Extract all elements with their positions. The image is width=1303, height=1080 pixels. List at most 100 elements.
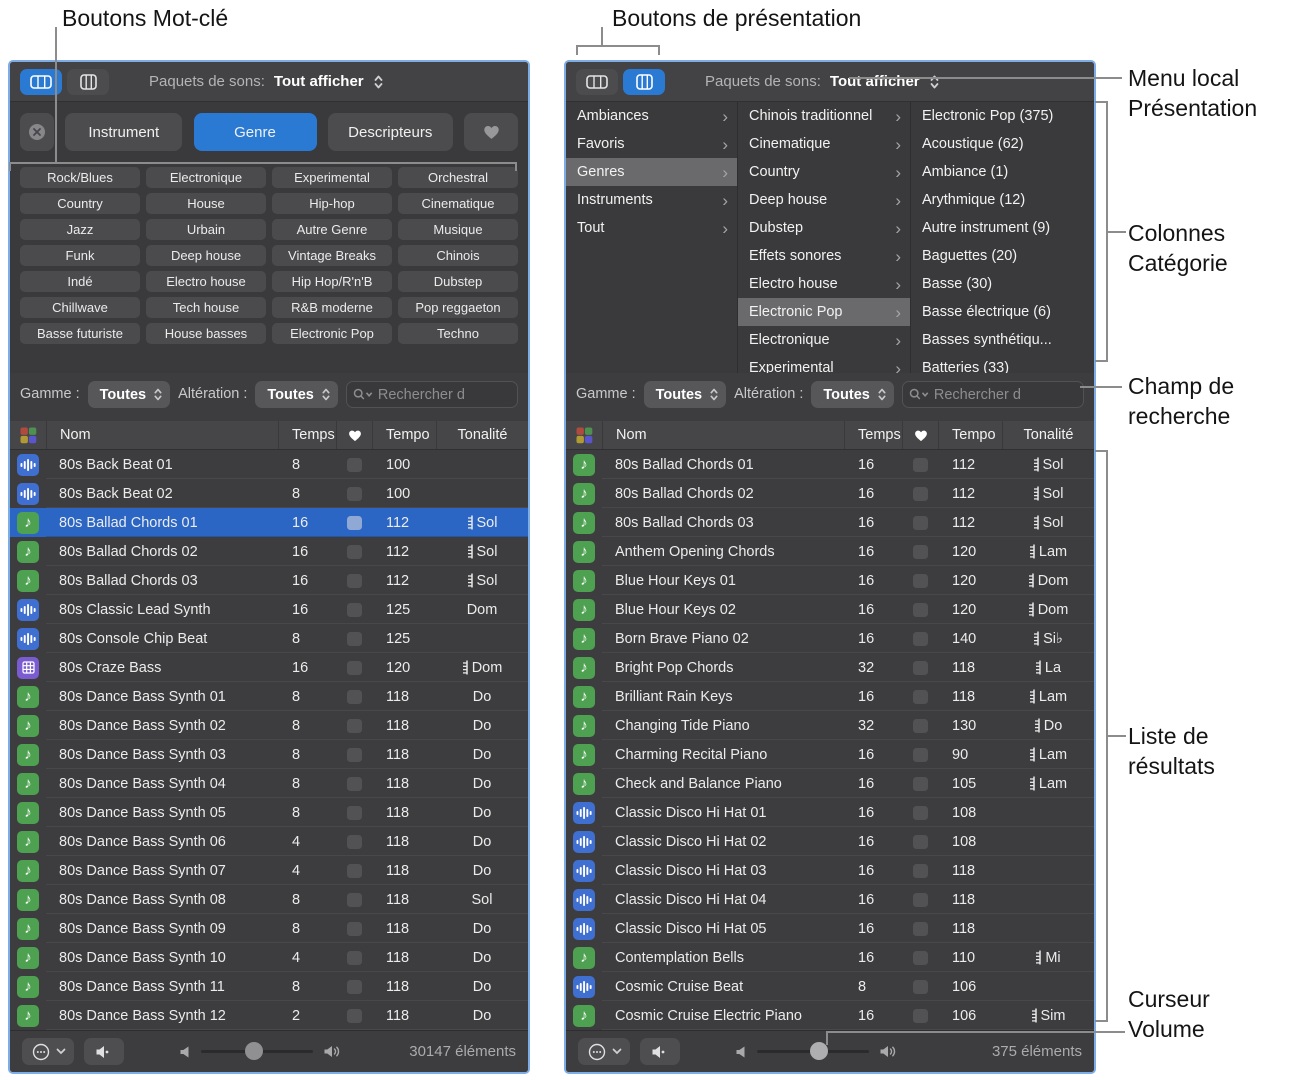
- category-column-item[interactable]: Electro house ›: [738, 270, 910, 298]
- column-header-key[interactable]: Tonalité: [436, 421, 528, 449]
- alteration-popup[interactable]: Toutes: [255, 381, 338, 408]
- category-column-item[interactable]: Electronique ›: [738, 326, 910, 354]
- favorite-checkbox[interactable]: [912, 979, 928, 994]
- sound-packs-popup[interactable]: Paquets de sons: Tout afficher: [705, 73, 940, 90]
- column-header-beats[interactable]: Temps: [844, 421, 902, 449]
- table-row[interactable]: ♪ 80s Ballad Chords 03 16 112 Sol: [566, 508, 1094, 537]
- column-header-tempo[interactable]: Tempo: [372, 421, 436, 449]
- favorite-checkbox[interactable]: [912, 689, 928, 704]
- keyword-button[interactable]: Hip Hop/R'n'B: [272, 271, 392, 292]
- table-row[interactable]: ♪ Changing Tide Piano 32 130 Do: [566, 711, 1094, 740]
- table-row[interactable]: 80s Console Chip Beat 8 125: [10, 624, 528, 653]
- category-column-item[interactable]: Dubstep ›: [738, 214, 910, 242]
- preview-speaker-button[interactable]: [640, 1038, 680, 1065]
- column-view-button[interactable]: [67, 68, 109, 95]
- table-row[interactable]: ♪ 80s Dance Bass Synth 11 8 118 Do: [10, 972, 528, 1001]
- category-column-item[interactable]: Basse (30): [911, 270, 1094, 298]
- volume-slider[interactable]: [201, 1042, 313, 1060]
- favorite-checkbox[interactable]: [912, 950, 928, 965]
- search-input[interactable]: Rechercher d: [901, 381, 1084, 408]
- action-menu-button[interactable]: [578, 1038, 630, 1065]
- scale-popup[interactable]: Toutes: [643, 381, 727, 408]
- table-row[interactable]: ♪ 80s Dance Bass Synth 09 8 118 Do: [10, 914, 528, 943]
- column-header-icon[interactable]: [566, 421, 602, 449]
- category-column-item[interactable]: Chinois traditionnel ›: [738, 102, 910, 130]
- favorite-checkbox[interactable]: [346, 863, 362, 878]
- keyword-button[interactable]: Techno: [398, 323, 518, 344]
- column-header-name[interactable]: Nom: [46, 421, 278, 449]
- keyword-button[interactable]: Musique: [398, 219, 518, 240]
- table-row[interactable]: ♪ 80s Dance Bass Synth 04 8 118 Do: [10, 769, 528, 798]
- column-view-button[interactable]: [623, 68, 665, 95]
- category-column-item[interactable]: Basse électrique (6): [911, 298, 1094, 326]
- favorite-checkbox[interactable]: [346, 834, 362, 849]
- table-row[interactable]: ♪ 80s Dance Bass Synth 03 8 118 Do: [10, 740, 528, 769]
- table-row[interactable]: 80s Classic Lead Synth 16 125 Dom: [10, 595, 528, 624]
- keyword-button[interactable]: Electronique: [146, 167, 266, 188]
- favorite-checkbox[interactable]: [346, 979, 362, 994]
- favorite-checkbox[interactable]: [912, 573, 928, 588]
- table-row[interactable]: ♪ Blue Hour Keys 01 16 120 Dom: [566, 566, 1094, 595]
- button-view-button[interactable]: [576, 68, 618, 95]
- favorite-checkbox[interactable]: [912, 776, 928, 791]
- favorite-checkbox[interactable]: [912, 660, 928, 675]
- category-column-item[interactable]: Genres ›: [566, 158, 737, 186]
- keyword-button[interactable]: Cinematique: [398, 193, 518, 214]
- table-row[interactable]: ♪ Charming Recital Piano 16 90 Lam: [566, 740, 1094, 769]
- favorite-checkbox[interactable]: [346, 718, 362, 733]
- favorite-checkbox[interactable]: [346, 660, 362, 675]
- favorite-checkbox[interactable]: [346, 631, 362, 646]
- favorite-checkbox[interactable]: [912, 486, 928, 501]
- favorite-checkbox[interactable]: [912, 457, 928, 472]
- keyword-button[interactable]: Electro house: [146, 271, 266, 292]
- category-column-item[interactable]: Instruments ›: [566, 186, 737, 214]
- favorite-checkbox[interactable]: [346, 515, 362, 530]
- favorite-checkbox[interactable]: [346, 544, 362, 559]
- table-row[interactable]: ♪ 80s Ballad Chords 02 16 112 Sol: [566, 479, 1094, 508]
- favorite-checkbox[interactable]: [912, 602, 928, 617]
- favorite-checkbox[interactable]: [912, 747, 928, 762]
- category-column-item[interactable]: Electronic Pop ›: [738, 298, 910, 326]
- table-row[interactable]: ♪ 80s Ballad Chords 02 16 112 Sol: [10, 537, 528, 566]
- volume-slider-thumb[interactable]: [244, 1042, 263, 1060]
- favorite-checkbox[interactable]: [346, 457, 362, 472]
- favorite-checkbox[interactable]: [912, 515, 928, 530]
- table-row[interactable]: Classic Disco Hi Hat 04 16 118: [566, 885, 1094, 914]
- keyword-button[interactable]: House basses: [146, 323, 266, 344]
- table-row[interactable]: 80s Back Beat 01 8 100: [10, 450, 528, 479]
- table-row[interactable]: ♪ 80s Dance Bass Synth 10 4 118 Do: [10, 943, 528, 972]
- keyword-button[interactable]: Urbain: [146, 219, 266, 240]
- category-column-item[interactable]: Deep house ›: [738, 186, 910, 214]
- favorite-checkbox[interactable]: [346, 776, 362, 791]
- table-row[interactable]: ♪ 80s Ballad Chords 01 16 112 Sol: [566, 450, 1094, 479]
- favorite-checkbox[interactable]: [346, 573, 362, 588]
- category-column-item[interactable]: Batteries (33): [911, 354, 1094, 373]
- table-row[interactable]: Classic Disco Hi Hat 03 16 118: [566, 856, 1094, 885]
- category-column-item[interactable]: Autre instrument (9): [911, 214, 1094, 242]
- category-descriptors-button[interactable]: Descripteurs: [327, 113, 453, 151]
- table-row[interactable]: ♪ Check and Balance Piano 16 105 Lam: [566, 769, 1094, 798]
- preview-speaker-button[interactable]: [84, 1038, 124, 1065]
- category-column-item[interactable]: Country ›: [738, 158, 910, 186]
- table-row[interactable]: Classic Disco Hi Hat 02 16 108: [566, 827, 1094, 856]
- table-row[interactable]: ♪ Brilliant Rain Keys 16 118 Lam: [566, 682, 1094, 711]
- column-header-beats[interactable]: Temps: [278, 421, 336, 449]
- favorite-checkbox[interactable]: [346, 805, 362, 820]
- table-row[interactable]: ♪ Bright Pop Chords 32 118 La: [566, 653, 1094, 682]
- favorite-checkbox[interactable]: [346, 950, 362, 965]
- table-row[interactable]: ♪ 80s Dance Bass Synth 12 2 118 Do: [10, 1001, 528, 1030]
- favorite-checkbox[interactable]: [346, 921, 362, 936]
- table-row[interactable]: ♪ Cosmic Cruise Electric Piano 16 106 Si…: [566, 1001, 1094, 1030]
- table-row[interactable]: ♪ Born Brave Piano 02 16 140 Si♭: [566, 624, 1094, 653]
- table-row[interactable]: ♪ Blue Hour Keys 02 16 120 Dom: [566, 595, 1094, 624]
- table-row[interactable]: Classic Disco Hi Hat 01 16 108: [566, 798, 1094, 827]
- clear-keywords-button[interactable]: [20, 113, 54, 151]
- category-column-item[interactable]: Ambiances ›: [566, 102, 737, 130]
- table-row[interactable]: Classic Disco Hi Hat 05 16 118: [566, 914, 1094, 943]
- table-row[interactable]: ♪ 80s Dance Bass Synth 01 8 118 Do: [10, 682, 528, 711]
- keyword-button[interactable]: Hip-hop: [272, 193, 392, 214]
- favorite-checkbox[interactable]: [346, 689, 362, 704]
- keyword-button[interactable]: Deep house: [146, 245, 266, 266]
- favorite-checkbox[interactable]: [912, 544, 928, 559]
- favorite-checkbox[interactable]: [912, 805, 928, 820]
